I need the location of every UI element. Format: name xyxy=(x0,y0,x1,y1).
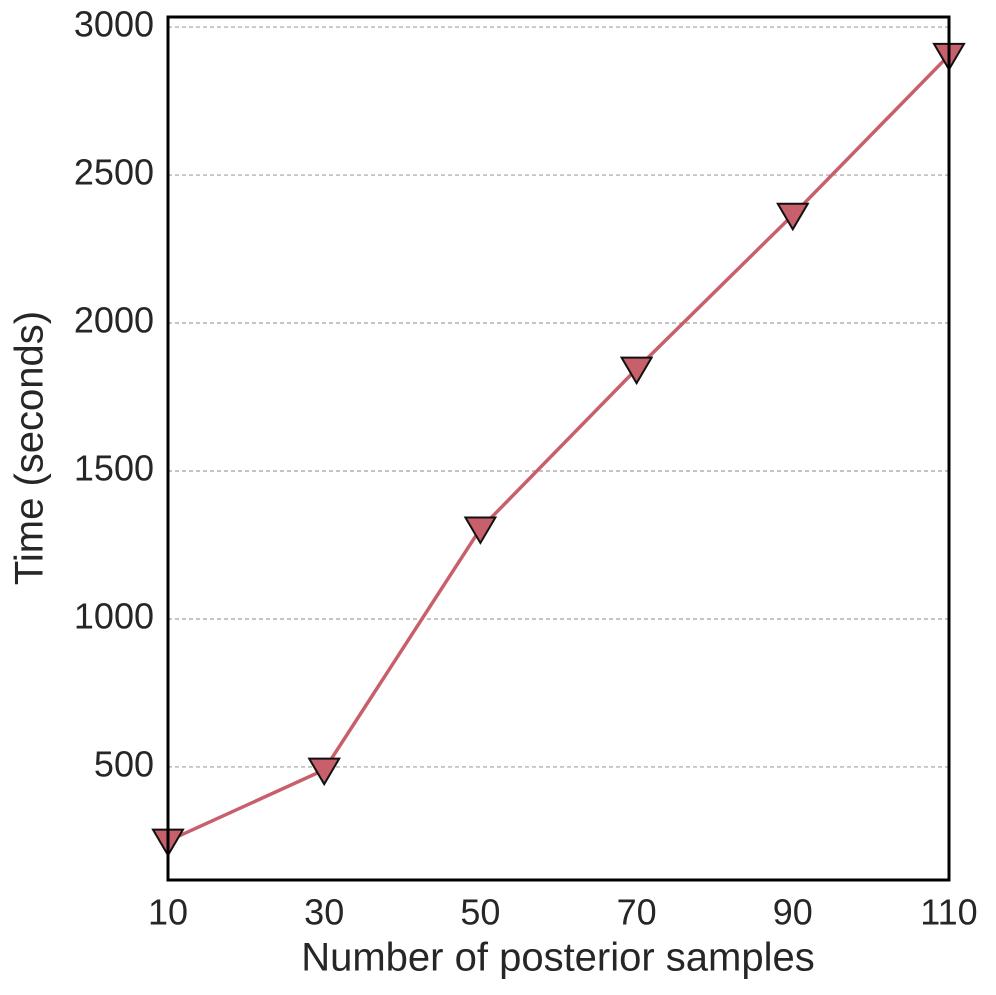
y-tick-label: 2500 xyxy=(74,152,154,193)
marker xyxy=(307,757,341,787)
marker xyxy=(619,356,654,386)
x-tick-label: 110 xyxy=(920,892,977,933)
x-tick-label: 70 xyxy=(617,892,657,933)
x-tick-label: 90 xyxy=(773,892,813,933)
data-line xyxy=(167,53,951,843)
y-tick-label: 1000 xyxy=(74,595,154,636)
marker xyxy=(463,516,498,545)
x-tick-label: 10 xyxy=(148,892,188,933)
plot-frame xyxy=(166,15,951,882)
x-tick-label: 30 xyxy=(304,892,344,933)
x-axis-label: Number of posterior samples xyxy=(301,936,815,980)
y-tick-label: 500 xyxy=(94,743,154,784)
y-tick-label: 3000 xyxy=(74,4,154,45)
y-axis-label: Time (seconds) xyxy=(8,311,52,585)
y-tick-label: 2000 xyxy=(74,300,154,341)
y-tick-label: 1500 xyxy=(74,448,154,489)
x-tick-label: 50 xyxy=(460,892,500,933)
marker xyxy=(776,202,810,232)
